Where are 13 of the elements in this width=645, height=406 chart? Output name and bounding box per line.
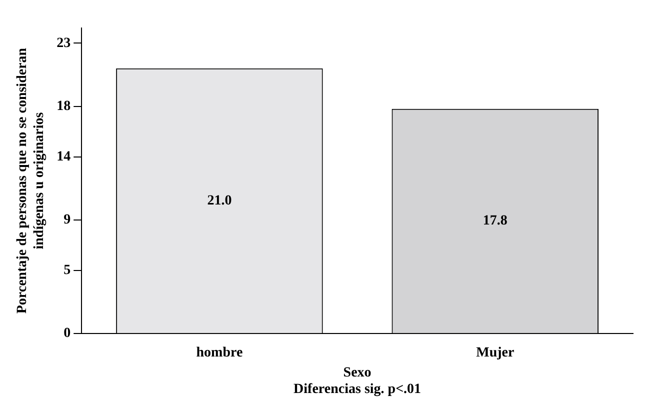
- text: Diferencias sig. p<.01: [294, 382, 422, 398]
- y-tick-label: 14: [56, 149, 71, 164]
- x-tick-label: Mujer: [476, 346, 514, 361]
- data-label: 17.8: [482, 214, 508, 229]
- y-tick-label: 23: [56, 36, 71, 51]
- x-tick-label: hombre: [196, 346, 243, 361]
- y-tick-label: 18: [56, 98, 71, 114]
- x-axis-title: Sexo: [343, 365, 372, 380]
- y-axis-title: Porcentaje de personas que no se consideran indígenas u originarios: [15, 48, 47, 314]
- y-tick-label: 9: [64, 212, 71, 228]
- y-tick-label: 0: [64, 326, 71, 342]
- y-tick-label: 5: [64, 263, 71, 278]
- data-label: 21.0: [207, 193, 232, 208]
